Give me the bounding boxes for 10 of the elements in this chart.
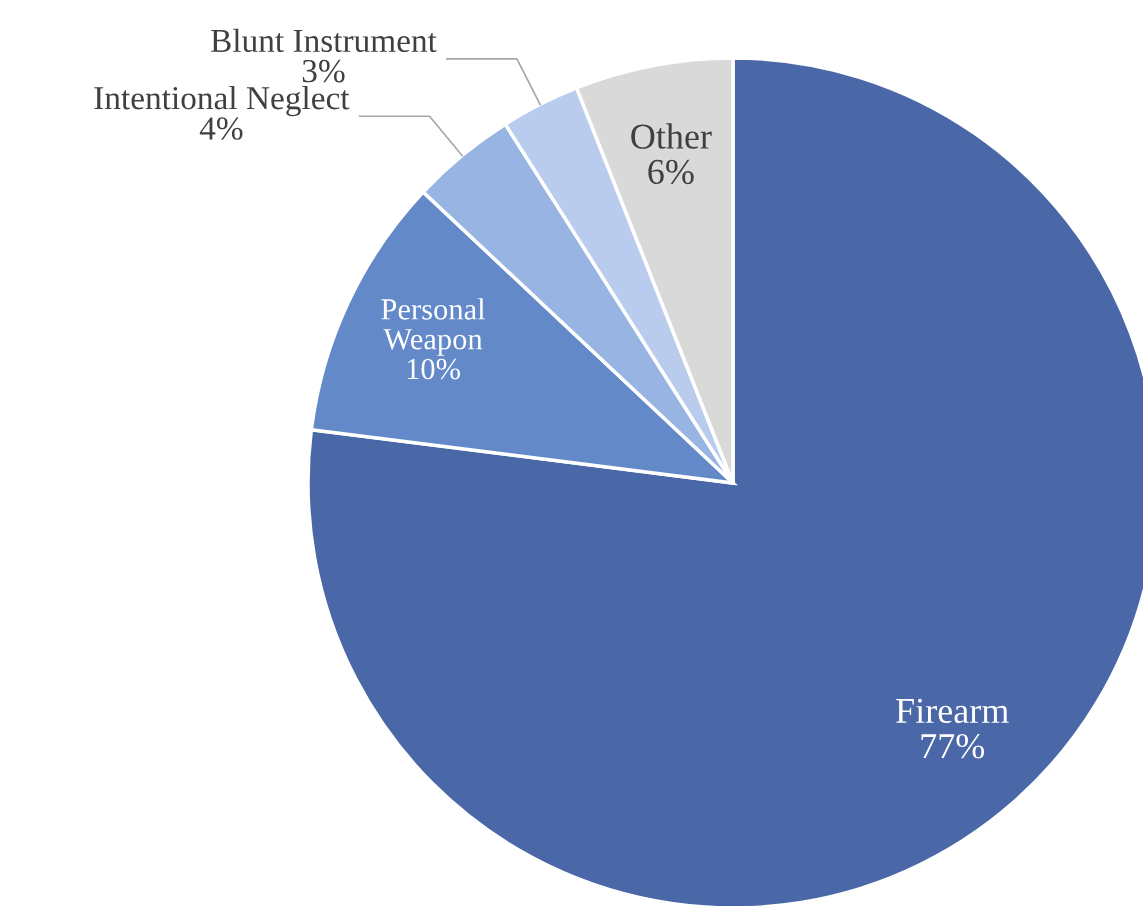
data-label: 3%: [302, 59, 345, 83]
slice-label: Personal Weapon: [381, 298, 486, 356]
data-label: 77%: [921, 733, 985, 759]
data-label: 6%: [648, 159, 694, 185]
data-label: 4%: [199, 117, 243, 140]
data-label: 10%: [407, 358, 461, 380]
slice-label: Intentional Neglect: [94, 85, 350, 117]
slice-label: Firearm: [896, 698, 1009, 724]
slice-label: Other: [631, 123, 712, 149]
slice-label: Blunt Instrument: [211, 28, 437, 53]
